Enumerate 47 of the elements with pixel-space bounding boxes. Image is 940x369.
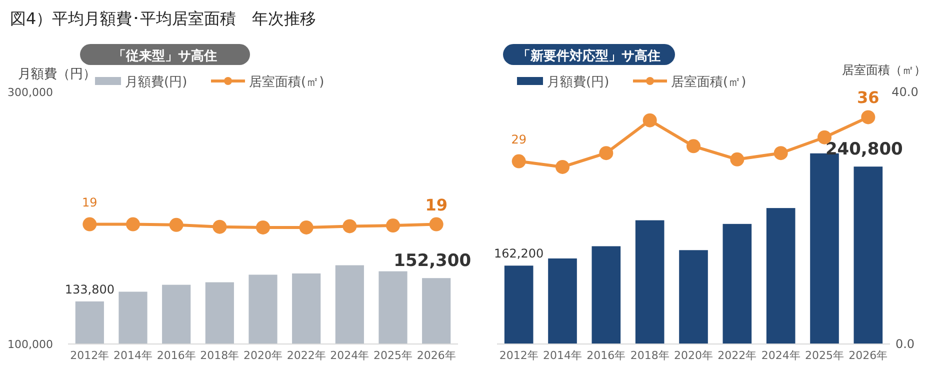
- chart-subtitle: 「従来型」サ高住: [113, 48, 217, 64]
- data-label: 19: [425, 195, 448, 214]
- x-tick-label: 2018年: [200, 349, 240, 362]
- data-label: 36: [857, 88, 880, 108]
- y-tick-label: 100,000: [8, 338, 53, 351]
- legend-label: 居室面積(㎡): [249, 74, 324, 90]
- x-tick-label: 2026年: [848, 349, 888, 362]
- data-label: 162,200: [494, 246, 544, 261]
- y2-tick-label: 40.0: [892, 85, 918, 99]
- legend-label: 月額費(円): [125, 75, 188, 90]
- point: [556, 160, 570, 174]
- x-tick-label: 2012年: [70, 349, 110, 362]
- x-tick-label: 2024年: [330, 349, 370, 362]
- x-tick-label: 2018年: [630, 349, 670, 362]
- data-label: 133,800: [64, 282, 114, 296]
- data-label: 152,300: [394, 251, 472, 272]
- point: [686, 139, 700, 154]
- chart-subtitle: 「新要件対応型」サ高住: [518, 48, 660, 64]
- x-tick-label: 2016年: [156, 349, 196, 362]
- point: [642, 113, 657, 128]
- data-label: 19: [82, 195, 98, 210]
- x-tick-label: 2014年: [114, 349, 152, 362]
- point: [599, 146, 614, 160]
- point: [730, 152, 744, 166]
- x-tick-label: 2025年: [374, 349, 412, 362]
- x-tick-label: 2026年: [416, 349, 456, 362]
- point: [512, 154, 526, 168]
- point: [774, 146, 788, 160]
- x-tick-label: 2022年: [718, 349, 757, 362]
- x-tick-label: 2022年: [286, 349, 326, 362]
- legend-label: 居室面積(㎡): [671, 74, 746, 90]
- point: [861, 110, 876, 124]
- x-tick-label: 2020年: [674, 349, 713, 362]
- y2-axis-title: 居室面積（㎡）: [842, 63, 926, 77]
- y2-tick-label: 0.0: [895, 337, 915, 351]
- x-tick-label: 2024年: [761, 349, 800, 362]
- x-tick-label: 2012年: [499, 349, 538, 362]
- y-axis-title: 月額費（円）: [18, 67, 96, 82]
- x-tick-label: 2020年: [244, 349, 282, 362]
- x-tick-label: 2025年: [805, 349, 844, 362]
- data-label: 29: [511, 132, 526, 146]
- x-tick-label: 2014年: [543, 349, 582, 362]
- x-tick-label: 2016年: [586, 349, 626, 362]
- y-tick-label: 300,000: [8, 86, 53, 99]
- legend-label: 月額費(円): [547, 75, 610, 90]
- data-label: 240,800: [825, 140, 904, 160]
- chart-title: 図4）平均月額費･平均居室面積 年次推移: [10, 9, 316, 28]
